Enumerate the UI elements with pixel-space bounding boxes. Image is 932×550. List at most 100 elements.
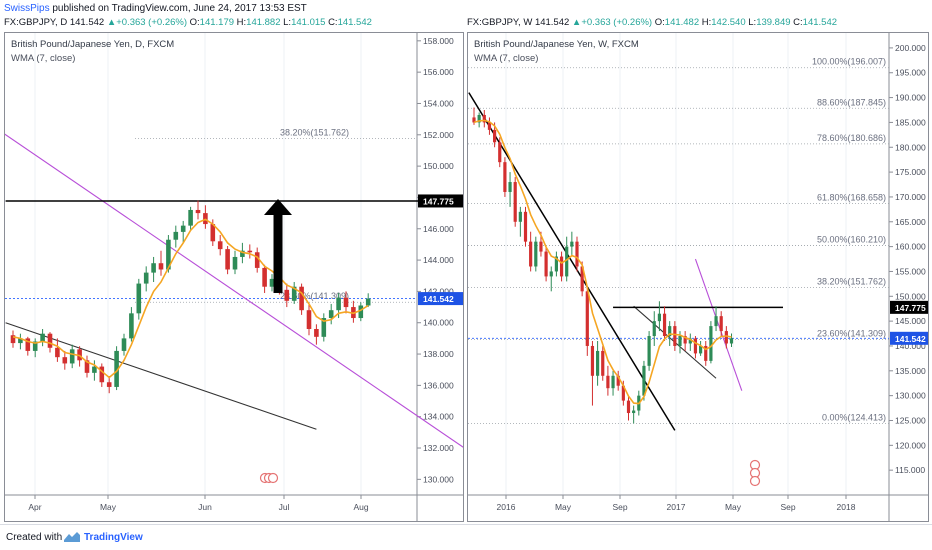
time-tick-label: May xyxy=(100,502,117,512)
candle-body xyxy=(487,122,492,130)
resistance-price-badge xyxy=(890,300,928,314)
candle-body xyxy=(539,241,543,252)
candle-body xyxy=(365,298,371,306)
candle-body xyxy=(482,114,486,123)
price-tick-label: 200.000 xyxy=(895,43,926,53)
weekly-high: 142.540 xyxy=(711,17,746,28)
candle-body xyxy=(210,224,216,242)
candle-body xyxy=(32,341,38,351)
candle-body xyxy=(678,336,682,346)
candle-body xyxy=(106,382,112,387)
candle-body xyxy=(549,271,553,277)
weekly-l-label: L: xyxy=(748,17,757,28)
candle-body xyxy=(668,326,672,337)
price-tick-label: 130.000 xyxy=(423,474,454,484)
price-tick-label: 140.000 xyxy=(895,341,926,351)
daily-low: 141.015 xyxy=(291,17,326,28)
weekly-o-label: O: xyxy=(654,17,665,28)
candle-body xyxy=(195,209,201,214)
daily-change: +0.363 (+0.26%) xyxy=(116,17,187,28)
candle-body xyxy=(151,263,156,273)
candle-body xyxy=(477,114,481,123)
fib-level-label: 61.80%(168.658) xyxy=(817,193,886,203)
candle-body xyxy=(166,239,171,270)
time-tick-label: May xyxy=(725,502,742,512)
resistance-price-label: 147.775 xyxy=(423,196,454,206)
candle-body xyxy=(254,252,260,268)
daily-last-price: 141.542 xyxy=(69,17,105,28)
price-tick-label: 195.000 xyxy=(895,68,926,78)
candle-body xyxy=(69,349,75,364)
price-tick-label: 180.000 xyxy=(895,142,926,152)
weekly-chart-panel[interactable]: 200.000 195.000 190.000 185.000 180.000 175.0… xyxy=(467,32,929,522)
publisher-user-link[interactable]: SwissPips xyxy=(4,3,50,14)
candle-body xyxy=(173,231,179,240)
daily-chart-svg[interactable]: 158.000156.000154.000152.000150.000148.0… xyxy=(5,33,463,521)
price-tick-label: 135.000 xyxy=(895,366,926,376)
candle-body xyxy=(299,286,304,311)
price-tick-label: 145.000 xyxy=(895,316,926,326)
candle-body xyxy=(518,211,522,222)
time-tick-label: Apr xyxy=(28,502,41,512)
candle-body xyxy=(719,316,723,332)
candle-body xyxy=(565,246,569,277)
candle-body xyxy=(657,313,661,322)
trendline xyxy=(5,133,463,448)
price-tick-label: 144.000 xyxy=(423,255,454,265)
price-tick-label: 138.000 xyxy=(423,349,454,359)
price-tick-label: 152.000 xyxy=(423,130,454,140)
candle-body xyxy=(570,241,574,247)
daily-high: 141.882 xyxy=(246,17,281,28)
tradingview-logo-icon xyxy=(64,532,80,542)
candle-body xyxy=(99,366,105,383)
weekly-chart-svg[interactable]: 200.000 195.000 190.000 185.000 180.000 175.0… xyxy=(468,33,928,521)
time-tick-label: Jul xyxy=(279,502,290,512)
footer-brand[interactable]: TradingView xyxy=(84,532,143,543)
price-tick-label: 158.000 xyxy=(423,36,454,46)
time-tick-label: Aug xyxy=(353,502,368,512)
price-tick-label: 140.000 xyxy=(423,318,454,328)
candle-body xyxy=(262,267,267,287)
candle-body xyxy=(232,256,238,270)
daily-l-label: L: xyxy=(283,17,292,28)
time-tick-label: 2017 xyxy=(667,502,686,512)
time-tick-label: Sep xyxy=(612,502,627,512)
weekly-close: 141.542 xyxy=(802,17,838,28)
daily-ticker-line: FX:GBPJPY, D 141.542 ▲+0.363 (+0.26%) O:… xyxy=(4,16,372,29)
candle-body xyxy=(18,338,23,344)
daily-chart-panel[interactable]: 158.000156.000154.000152.000150.000148.0… xyxy=(4,32,464,522)
price-tick-label: 136.000 xyxy=(423,380,454,390)
candle-body xyxy=(647,336,651,366)
candle-body xyxy=(642,365,646,396)
price-tick-label: 120.000 xyxy=(895,440,926,450)
candle-body xyxy=(314,328,319,337)
candle-body xyxy=(306,310,312,329)
weekly-symbol: FX:GBPJPY, W xyxy=(467,17,533,28)
wma-line xyxy=(12,218,369,379)
candle-body xyxy=(291,286,297,301)
fib-level-label: 0.00%(124.413) xyxy=(822,412,886,422)
candle-body xyxy=(559,256,564,277)
candle-body xyxy=(158,263,164,270)
fib-level-label: 50.00%(160.210) xyxy=(817,235,886,245)
candle-body xyxy=(554,256,558,272)
time-tick-label: 2018 xyxy=(837,502,856,512)
daily-h-label: H: xyxy=(236,17,247,28)
candle-body xyxy=(336,297,341,311)
candle-body xyxy=(523,211,528,242)
time-tick-label: May xyxy=(555,502,572,512)
publisher-header: SwissPips published on TradingView.com, … xyxy=(4,2,307,16)
candle-body xyxy=(611,375,615,389)
candle-body xyxy=(25,338,31,351)
candle-body xyxy=(498,142,502,163)
candle-body xyxy=(343,297,349,308)
event-marker-icon xyxy=(267,472,279,484)
candle-body xyxy=(596,350,600,376)
candle-body xyxy=(662,313,667,337)
price-tick-label: 132.000 xyxy=(423,443,454,453)
candle-body xyxy=(358,305,364,319)
candle-body xyxy=(652,321,656,337)
price-tick-label: 115.000 xyxy=(895,465,925,475)
candle-body xyxy=(269,278,275,287)
footer: Created with TradingView xyxy=(0,524,932,550)
